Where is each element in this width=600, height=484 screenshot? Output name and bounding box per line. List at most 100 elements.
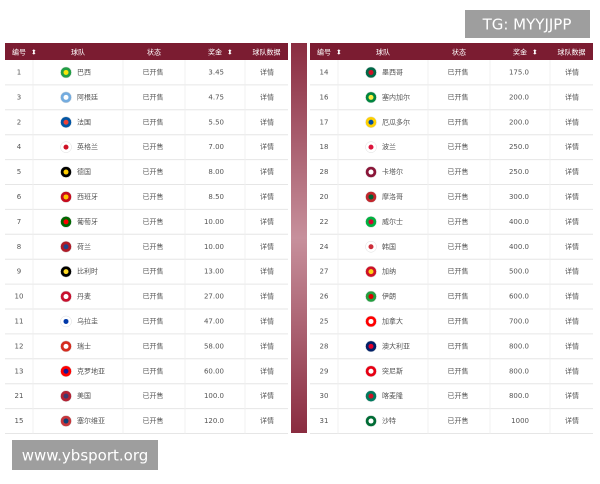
- status: 已开售: [143, 366, 164, 375]
- detail-link[interactable]: 详情: [565, 67, 579, 76]
- team-name: 波兰: [382, 142, 396, 151]
- status: 已开售: [448, 316, 469, 325]
- detail-link[interactable]: 详情: [260, 242, 274, 251]
- detail-link[interactable]: 详情: [565, 142, 579, 151]
- detail-link[interactable]: 详情: [565, 267, 579, 276]
- detail-link[interactable]: 详情: [260, 67, 274, 76]
- status: 已开售: [448, 267, 469, 276]
- sort-icon: ⬍: [31, 49, 37, 57]
- team-name: 德国: [77, 167, 91, 176]
- row-number: 28: [320, 168, 329, 176]
- detail-link[interactable]: 详情: [260, 267, 274, 276]
- detail-link[interactable]: 详情: [565, 292, 579, 301]
- detail-link[interactable]: 详情: [565, 341, 579, 350]
- detail-link[interactable]: 详情: [260, 192, 274, 201]
- detail-link[interactable]: 详情: [260, 391, 274, 400]
- watermark-box: [12, 440, 158, 470]
- team-name: 塞尔维亚: [77, 416, 105, 425]
- sort-icon: ⬍: [532, 49, 538, 57]
- row-number: 29: [320, 367, 329, 375]
- detail-link[interactable]: 详情: [260, 142, 274, 151]
- status: 已开售: [143, 142, 164, 151]
- table-header: [310, 43, 593, 60]
- row-number: 10: [15, 293, 24, 301]
- odds: 4.75: [208, 93, 224, 101]
- team-name: 西班牙: [77, 192, 98, 201]
- detail-link[interactable]: 详情: [260, 366, 274, 375]
- status: 已开售: [143, 217, 164, 226]
- row-number: 4: [17, 143, 22, 151]
- detail-link[interactable]: 详情: [565, 117, 579, 126]
- detail-link[interactable]: 详情: [260, 167, 274, 176]
- header-cell: 奖金: [208, 48, 222, 57]
- flag-detail: [63, 343, 69, 349]
- status: 已开售: [448, 142, 469, 151]
- row-number: 6: [17, 193, 22, 201]
- detail-link[interactable]: 详情: [565, 217, 579, 226]
- flag-detail: [63, 294, 69, 300]
- header-cell: 球队数据: [558, 48, 586, 57]
- detail-link[interactable]: 详情: [260, 416, 274, 425]
- row-number: 18: [320, 143, 329, 151]
- flag-detail: [368, 244, 374, 250]
- team-name: 阿根廷: [77, 92, 98, 101]
- row-number: 28: [320, 342, 329, 350]
- odds: 8.00: [208, 168, 224, 176]
- odds: 400.0: [509, 218, 529, 226]
- odds: 10.00: [204, 218, 224, 226]
- detail-link[interactable]: 详情: [565, 391, 579, 400]
- detail-link[interactable]: 详情: [565, 366, 579, 375]
- detail-link[interactable]: 详情: [565, 92, 579, 101]
- flag-detail: [368, 294, 374, 300]
- odds: 500.0: [509, 268, 529, 276]
- detail-link[interactable]: 详情: [260, 117, 274, 126]
- detail-link[interactable]: 详情: [260, 292, 274, 301]
- detail-link[interactable]: 详情: [260, 217, 274, 226]
- flag-detail: [63, 244, 69, 250]
- flag-detail: [368, 418, 374, 424]
- status: 已开售: [448, 67, 469, 76]
- watermark: www.ybsport.org: [22, 447, 149, 465]
- row-number: 17: [320, 118, 329, 126]
- row-number: 3: [17, 93, 21, 101]
- detail-link[interactable]: 详情: [260, 92, 274, 101]
- status: 已开售: [143, 391, 164, 400]
- flag-detail: [63, 318, 69, 324]
- flag-detail: [63, 144, 69, 150]
- status: 已开售: [143, 92, 164, 101]
- row-number: 2: [17, 118, 21, 126]
- team-name: 巴西: [77, 68, 91, 76]
- team-name: 美国: [77, 391, 91, 400]
- detail-link[interactable]: 详情: [565, 192, 579, 201]
- row-number: 5: [17, 168, 21, 176]
- status: 已开售: [448, 192, 469, 201]
- team-name: 法国: [77, 117, 91, 126]
- odds: 5.50: [208, 118, 224, 126]
- team-name: 摩洛哥: [382, 192, 403, 201]
- detail-link[interactable]: 详情: [565, 167, 579, 176]
- team-name: 葡萄牙: [77, 217, 98, 226]
- detail-link[interactable]: 详情: [565, 416, 579, 425]
- detail-link[interactable]: 详情: [565, 316, 579, 325]
- detail-link[interactable]: 详情: [260, 341, 274, 350]
- flag-detail: [368, 318, 374, 324]
- detail-link[interactable]: 详情: [565, 242, 579, 251]
- status: 已开售: [143, 167, 164, 176]
- team-name: 伊朗: [382, 292, 396, 301]
- flag-detail: [63, 119, 69, 125]
- team-name: 乌拉圭: [77, 316, 98, 325]
- flag-detail: [63, 169, 69, 175]
- header-cell: 球队数据: [253, 48, 281, 57]
- odds: 175.0: [509, 68, 529, 76]
- status: 已开售: [143, 341, 164, 350]
- odds: 800.0: [509, 392, 529, 400]
- team-name: 喀麦隆: [382, 391, 403, 400]
- row-number: 12: [15, 342, 24, 350]
- status: 已开售: [143, 67, 164, 76]
- row-number: 21: [15, 392, 24, 400]
- row-number: 7: [17, 218, 21, 226]
- detail-link[interactable]: 详情: [260, 316, 274, 325]
- team-name: 比利时: [77, 267, 98, 276]
